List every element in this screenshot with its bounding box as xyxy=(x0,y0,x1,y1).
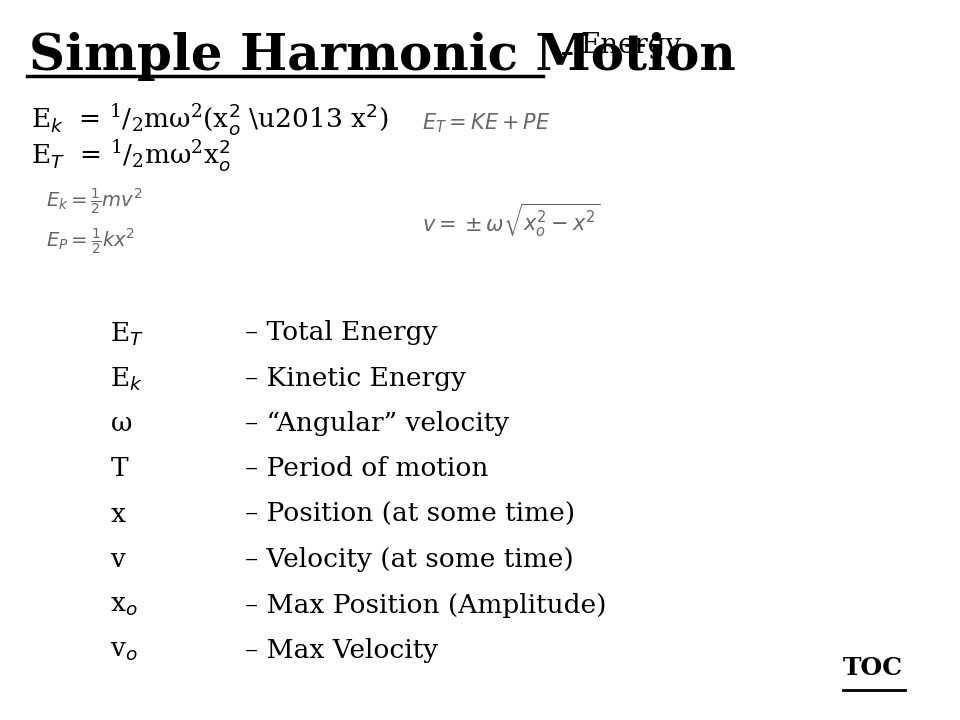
Text: – Max Velocity: – Max Velocity xyxy=(245,638,438,663)
Text: $\it{E_P = \frac{1}{2}kx^2}$: $\it{E_P = \frac{1}{2}kx^2}$ xyxy=(46,227,135,257)
Text: $\it{v = \pm\omega\sqrt{x_o^2 - x^2}}$: $\it{v = \pm\omega\sqrt{x_o^2 - x^2}}$ xyxy=(422,202,601,239)
Text: ω: ω xyxy=(110,411,132,436)
Text: – Position (at some time): – Position (at some time) xyxy=(245,502,575,527)
Text: T: T xyxy=(110,456,128,482)
Text: – Kinetic Energy: – Kinetic Energy xyxy=(245,366,466,391)
Text: E$_k$: E$_k$ xyxy=(110,366,143,393)
Text: v$_o$: v$_o$ xyxy=(110,638,138,663)
Text: E$_T$  = $\mathregular{^1/_2}$m$\mathregular{\omega^2}$x$_o^2$: E$_T$ = $\mathregular{^1/_2}$m$\mathregu… xyxy=(31,137,230,173)
Text: x$_o$: x$_o$ xyxy=(110,593,138,618)
Text: v: v xyxy=(110,547,125,572)
Text: Simple Harmonic Motion: Simple Harmonic Motion xyxy=(29,32,735,81)
Text: TOC: TOC xyxy=(842,657,902,680)
Text: E$_k$  = $\mathregular{^1/_2}$m$\mathregular{\omega^2}$(x$_o^2$ \u2013 x$^2$): E$_k$ = $\mathregular{^1/_2}$m$\mathregu… xyxy=(31,101,388,137)
Text: $\it{E_k = \frac{1}{2}mv^2}$: $\it{E_k = \frac{1}{2}mv^2}$ xyxy=(46,187,143,217)
Text: x: x xyxy=(110,502,126,527)
Text: – Total Energy: – Total Energy xyxy=(245,320,438,346)
Text: -: - xyxy=(547,32,588,74)
Text: Energy: Energy xyxy=(581,32,682,59)
Text: – Velocity (at some time): – Velocity (at some time) xyxy=(245,547,573,572)
Text: – “Angular” velocity: – “Angular” velocity xyxy=(245,411,509,436)
Text: – Period of motion: – Period of motion xyxy=(245,456,489,482)
Text: E$_T$: E$_T$ xyxy=(110,320,144,348)
Text: $\it{E_T = KE + PE}$: $\it{E_T = KE + PE}$ xyxy=(422,112,551,135)
Text: – Max Position (Amplitude): – Max Position (Amplitude) xyxy=(245,593,607,618)
